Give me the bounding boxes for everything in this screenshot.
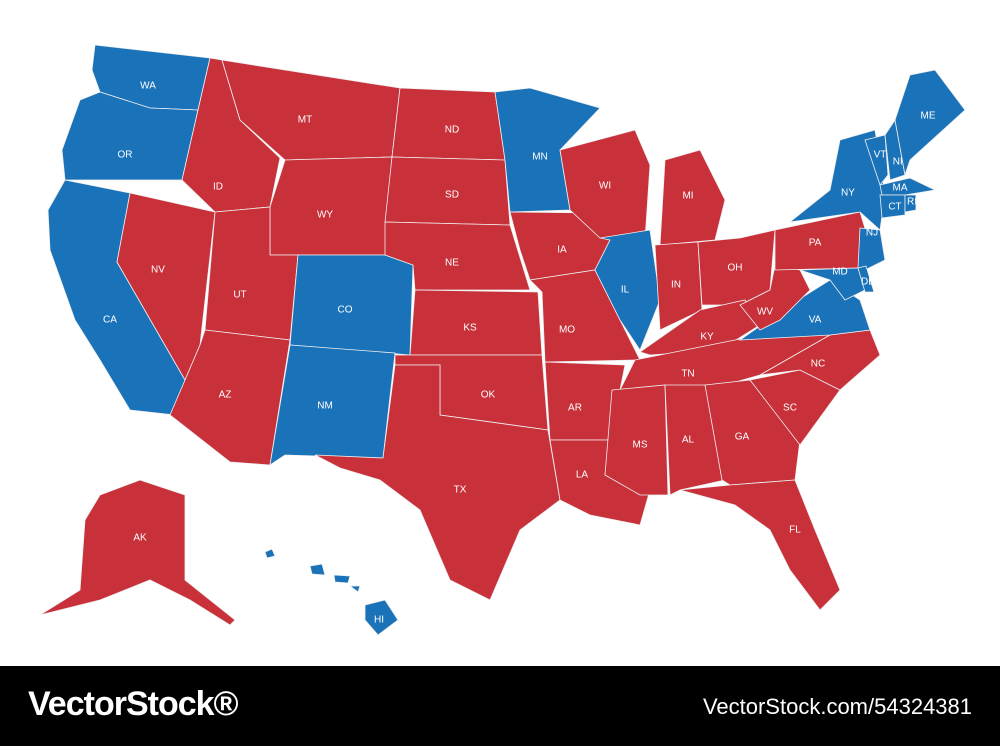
state-label: PA <box>809 238 822 249</box>
state-shape <box>739 264 811 331</box>
state-label: VT <box>874 150 887 161</box>
state-label: MT <box>298 115 312 126</box>
state-shape <box>594 229 661 351</box>
state-label: VA <box>809 315 822 326</box>
state-label: AZ <box>219 390 232 401</box>
state-shape <box>604 384 669 496</box>
state-shape <box>679 479 841 611</box>
state-label: NE <box>445 258 459 269</box>
state-label: WA <box>140 81 156 92</box>
state-label: NC <box>811 359 825 370</box>
footer-brand: VectorStock® <box>28 685 239 723</box>
state-shape <box>364 599 399 636</box>
state-shape <box>61 91 199 181</box>
state-label: KY <box>700 332 714 343</box>
state-label: RI <box>907 197 917 208</box>
state-label: OH <box>728 263 743 274</box>
state-shape <box>169 329 291 466</box>
state-shape <box>289 254 414 356</box>
state-label: ND <box>445 125 459 136</box>
state-shape <box>799 267 866 301</box>
state-label: CO <box>338 305 353 316</box>
state-shape <box>659 149 726 246</box>
state-shape <box>857 265 875 293</box>
state-label: ID <box>213 182 223 193</box>
state-label: AR <box>568 403 582 414</box>
state-shape <box>894 69 966 176</box>
state-shape <box>904 194 917 213</box>
state-label: IL <box>621 285 630 296</box>
island-shape <box>264 548 276 559</box>
footer-bar <box>0 666 1000 746</box>
state-label: WI <box>599 181 611 192</box>
state-shape <box>269 156 393 256</box>
state-label: NH <box>893 157 907 168</box>
state-label: MD <box>832 267 848 278</box>
state-shape <box>774 211 871 271</box>
island-shape <box>309 563 326 576</box>
state-label: MO <box>559 325 575 336</box>
state-label: DE <box>861 277 875 288</box>
state-label: IN <box>671 280 681 291</box>
state-label: AL <box>682 435 695 446</box>
state-label: CA <box>103 315 117 326</box>
state-label: MA <box>893 183 908 194</box>
state-label: ME <box>921 111 936 122</box>
state-shape <box>857 227 886 271</box>
state-label: SC <box>783 403 797 414</box>
state-label: TX <box>454 485 467 496</box>
island-shape <box>333 574 351 584</box>
footer-id: VectorStock.com/54324381 <box>703 694 972 719</box>
state-shape <box>39 479 236 626</box>
state-label: IA <box>557 245 567 256</box>
state-label: FL <box>789 525 801 536</box>
state-label: WV <box>757 307 773 318</box>
state-label: UT <box>233 290 246 301</box>
state-label: LA <box>576 470 589 481</box>
state-label: HI <box>374 615 384 626</box>
state-label: SD <box>445 190 459 201</box>
state-shape <box>314 364 561 601</box>
state-label: AK <box>133 533 147 544</box>
island-shape <box>348 585 361 593</box>
state-label: MS <box>633 440 648 451</box>
state-label: MI <box>682 191 693 202</box>
state-shape <box>879 177 937 196</box>
state-label: OR <box>118 150 133 161</box>
state-label: NV <box>151 265 165 276</box>
state-label: NJ <box>866 228 878 239</box>
states: WA OR CA NV ID MT WY UT AZ CO NM ND SD NE KS OK TX MN IA MO… <box>39 44 966 636</box>
state-label: NY <box>841 188 855 199</box>
state-label: KS <box>463 323 477 334</box>
state-shape <box>879 194 906 219</box>
state-label: WY <box>317 210 333 221</box>
state-label: CT <box>888 202 901 213</box>
state-label: TN <box>681 369 694 380</box>
state-shape <box>864 134 889 186</box>
state-label: GA <box>735 432 750 443</box>
state-label: OK <box>481 390 496 401</box>
state-label: NM <box>317 401 333 412</box>
state-label: MN <box>532 152 548 163</box>
